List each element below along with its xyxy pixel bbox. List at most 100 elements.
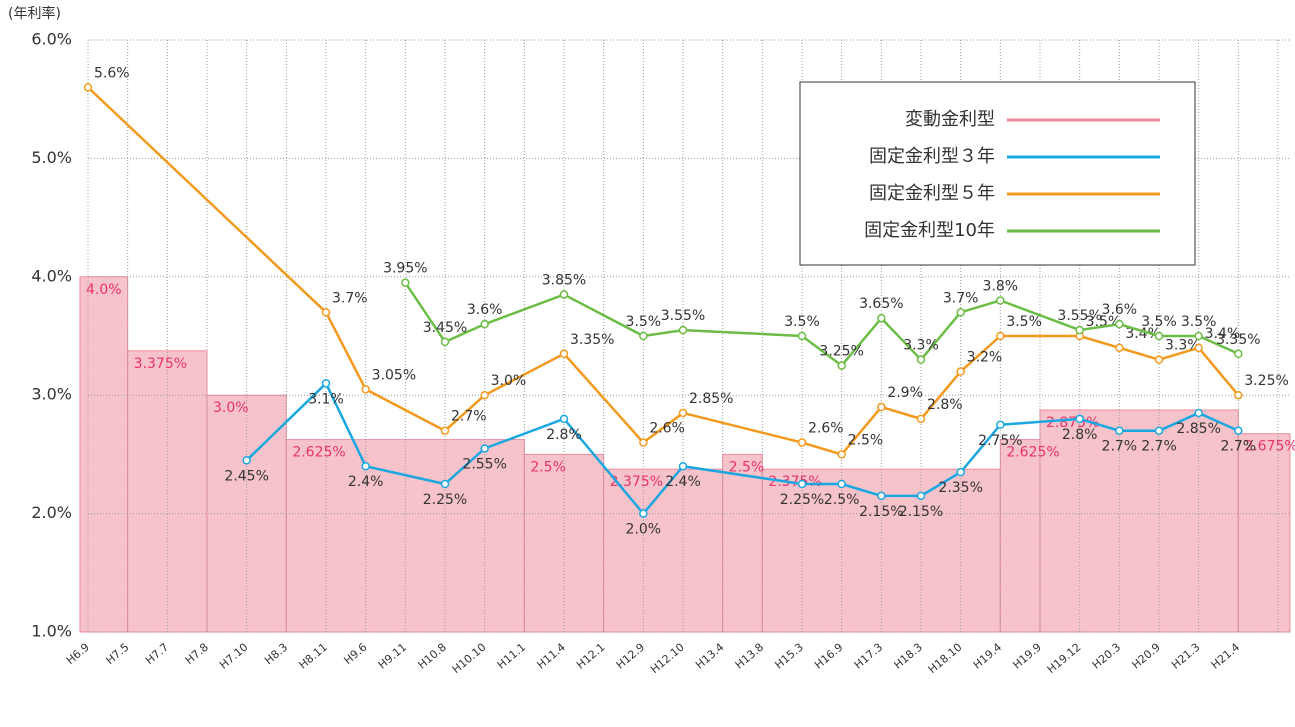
data-label: 2.7%	[1141, 439, 1177, 455]
data-label: 2.8%	[546, 427, 582, 443]
data-label: 3.55%	[1057, 308, 1101, 324]
data-point	[480, 444, 489, 453]
data-point	[242, 456, 251, 465]
data-point	[83, 83, 93, 92]
y-tick-label: 6.0%	[31, 30, 72, 49]
data-point	[956, 367, 965, 376]
data-label: 2.5%	[530, 459, 566, 475]
data-label: 3.65%	[859, 296, 903, 312]
data-point	[1234, 426, 1243, 435]
data-label: 3.2%	[967, 350, 1003, 366]
x-tick-label: H10.8	[415, 641, 448, 672]
data-point	[321, 308, 331, 317]
x-tick-label: H12.10	[648, 641, 687, 677]
data-point	[877, 402, 886, 412]
data-point	[916, 414, 926, 424]
data-point	[401, 278, 410, 287]
data-point	[559, 349, 569, 359]
data-label: 4.0%	[86, 282, 122, 298]
data-label: 2.8%	[927, 397, 963, 413]
x-tick-label: H20.3	[1090, 641, 1123, 672]
x-tick-label: H8.11	[296, 641, 329, 672]
data-point	[440, 337, 450, 347]
data-label: 2.4%	[348, 474, 384, 490]
data-label: 3.7%	[943, 290, 979, 306]
data-point	[639, 509, 648, 518]
data-label: 2.9%	[887, 385, 923, 401]
data-point	[1194, 343, 1203, 353]
step-area	[1237, 433, 1291, 633]
x-tick-label: H13.8	[733, 641, 766, 672]
data-label: 2.625%	[1006, 445, 1059, 461]
data-point	[916, 355, 926, 364]
data-point	[956, 308, 965, 317]
data-point	[440, 426, 450, 435]
step-area	[79, 276, 129, 633]
y-axis-label: (年利率)	[8, 5, 61, 22]
data-label: 2.375%	[610, 474, 663, 490]
data-label: 3.375%	[134, 356, 187, 372]
data-label: 3.6%	[1102, 302, 1138, 318]
data-point	[361, 461, 370, 471]
x-tick-label: H19.12	[1045, 641, 1084, 677]
data-point	[1194, 331, 1203, 341]
x-tick-label: H6.9	[64, 641, 92, 668]
data-point	[1115, 426, 1124, 435]
data-point	[1234, 390, 1243, 400]
data-label: 3.7%	[332, 290, 368, 306]
x-tick-label: H11.4	[534, 641, 567, 672]
data-label: 5.6%	[94, 65, 130, 81]
x-tick-label: H20.9	[1129, 641, 1162, 672]
data-label: 3.0%	[491, 373, 527, 389]
data-point	[916, 491, 926, 501]
x-tick-label: H10.10	[450, 641, 489, 677]
data-label: 2.15%	[859, 504, 903, 520]
data-point	[361, 385, 370, 394]
data-label: 2.15%	[899, 504, 943, 520]
data-label: 2.25%	[423, 492, 467, 508]
data-point	[1154, 426, 1164, 435]
data-label: 3.5%	[626, 314, 662, 330]
x-tick-label: H21.3	[1169, 641, 1202, 672]
x-tick-label: H9.11	[376, 641, 409, 672]
data-point	[1154, 355, 1164, 364]
data-point	[956, 467, 965, 477]
data-point	[837, 450, 846, 459]
data-point	[996, 296, 1005, 305]
legend-label: 変動金利型	[905, 109, 995, 130]
data-point	[837, 479, 846, 489]
x-tick-label: H18.3	[891, 641, 924, 672]
y-tick-label: 2.0%	[31, 503, 72, 522]
data-label: 3.0%	[213, 400, 249, 416]
data-label: 3.5%	[784, 314, 820, 330]
data-label: 2.45%	[224, 468, 268, 484]
data-point	[321, 379, 331, 388]
data-point	[639, 438, 648, 447]
x-tick-label: H12.1	[574, 641, 607, 672]
data-point	[639, 331, 648, 341]
y-tick-label: 1.0%	[31, 622, 72, 641]
data-label: 2.85%	[1176, 421, 1220, 437]
x-tick-label: H18.10	[926, 641, 965, 677]
data-label: 2.0%	[626, 522, 662, 538]
data-point	[996, 420, 1005, 430]
data-label: 2.6%	[808, 421, 844, 437]
data-label: 3.25%	[819, 344, 863, 360]
data-point	[1115, 343, 1124, 353]
data-label: 2.7%	[451, 409, 487, 425]
data-label: 3.5%	[1006, 314, 1042, 330]
legend-label: 固定金利型３年	[869, 146, 995, 167]
data-point	[877, 313, 886, 323]
data-label: 2.25%	[780, 492, 824, 508]
x-tick-label: H17.3	[852, 641, 885, 672]
data-label: 3.5%	[1141, 314, 1177, 330]
data-label: 2.5%	[729, 459, 765, 475]
data-point	[1194, 408, 1203, 418]
x-tick-label: H19.9	[1010, 641, 1043, 672]
data-point	[480, 319, 489, 329]
data-label: 2.55%	[462, 456, 506, 472]
step-area	[722, 453, 763, 633]
data-label: 2.675%	[1244, 439, 1295, 455]
data-point	[440, 479, 450, 489]
step-area	[1039, 409, 1239, 633]
